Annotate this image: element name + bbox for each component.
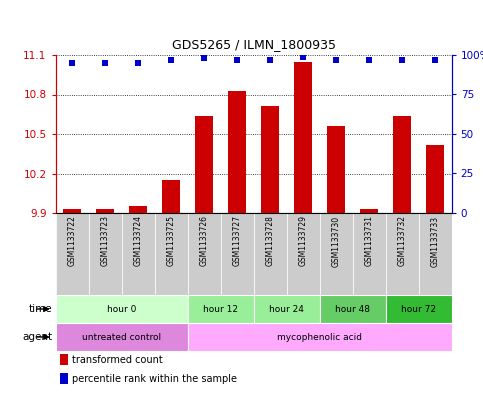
Text: agent: agent <box>22 332 52 342</box>
Text: hour 24: hour 24 <box>269 305 304 314</box>
Bar <box>187 213 221 295</box>
Text: GSM1133722: GSM1133722 <box>68 215 76 266</box>
Bar <box>122 213 155 295</box>
Point <box>332 57 340 63</box>
Point <box>266 57 274 63</box>
Bar <box>162 180 180 213</box>
Text: untreated control: untreated control <box>82 332 161 342</box>
Bar <box>96 209 114 213</box>
Bar <box>360 209 378 213</box>
Text: percentile rank within the sample: percentile rank within the sample <box>72 374 237 384</box>
Text: mycophenolic acid: mycophenolic acid <box>277 332 362 342</box>
Point <box>167 57 175 63</box>
Text: transformed count: transformed count <box>72 355 163 365</box>
Bar <box>56 295 187 323</box>
Point <box>299 53 307 60</box>
Bar <box>63 209 81 213</box>
Point <box>365 57 373 63</box>
Bar <box>56 323 187 351</box>
Bar <box>129 206 147 213</box>
Bar <box>385 295 452 323</box>
Bar <box>228 90 246 213</box>
Text: GSM1133723: GSM1133723 <box>100 215 110 266</box>
Bar <box>294 62 312 213</box>
Bar <box>419 213 452 295</box>
Text: GSM1133728: GSM1133728 <box>266 215 274 266</box>
Bar <box>393 116 411 213</box>
Text: GSM1133729: GSM1133729 <box>298 215 308 266</box>
Bar <box>320 213 353 295</box>
Text: GSM1133731: GSM1133731 <box>365 215 373 266</box>
Point <box>398 57 406 63</box>
Text: hour 72: hour 72 <box>401 305 436 314</box>
Bar <box>59 373 68 384</box>
Point <box>101 60 109 66</box>
Bar <box>286 213 320 295</box>
Bar <box>187 323 452 351</box>
Text: hour 48: hour 48 <box>335 305 370 314</box>
Point <box>68 60 76 66</box>
Point <box>431 57 439 63</box>
Text: GSM1133730: GSM1133730 <box>332 215 341 266</box>
Text: GSM1133727: GSM1133727 <box>233 215 242 266</box>
Title: GDS5265 / ILMN_1800935: GDS5265 / ILMN_1800935 <box>171 38 336 51</box>
Bar <box>59 354 68 365</box>
Text: time: time <box>28 304 52 314</box>
Text: GSM1133726: GSM1133726 <box>199 215 209 266</box>
Bar <box>155 213 187 295</box>
Bar <box>221 213 254 295</box>
Bar <box>254 295 320 323</box>
Point <box>134 60 142 66</box>
Bar <box>320 295 385 323</box>
Text: GSM1133732: GSM1133732 <box>398 215 407 266</box>
Text: hour 0: hour 0 <box>107 305 136 314</box>
Bar <box>88 213 122 295</box>
Bar <box>254 213 286 295</box>
Bar <box>385 213 419 295</box>
Text: GSM1133724: GSM1133724 <box>134 215 142 266</box>
Bar <box>195 116 213 213</box>
Bar <box>187 295 254 323</box>
Bar <box>56 213 88 295</box>
Text: GSM1133725: GSM1133725 <box>167 215 175 266</box>
Bar <box>353 213 385 295</box>
Bar <box>261 107 279 213</box>
Bar <box>426 145 444 213</box>
Point <box>233 57 241 63</box>
Text: hour 12: hour 12 <box>203 305 238 314</box>
Point <box>200 55 208 61</box>
Bar <box>327 126 345 213</box>
Text: GSM1133733: GSM1133733 <box>431 215 440 266</box>
